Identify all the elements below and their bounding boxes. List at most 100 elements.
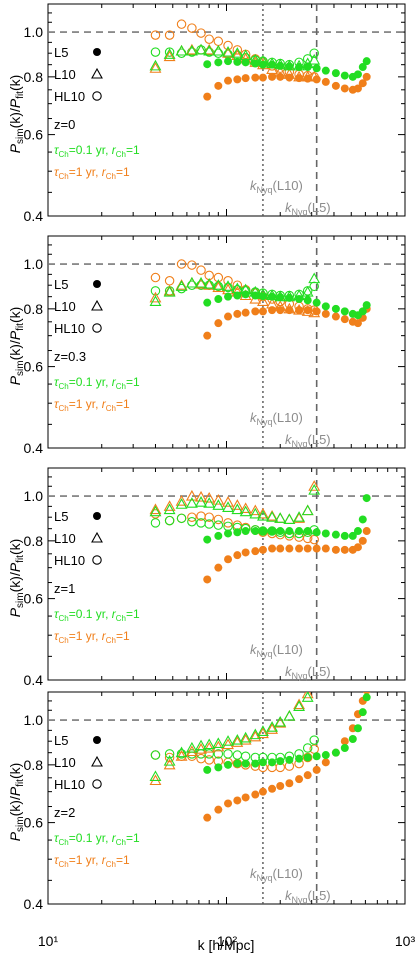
data-point-l10-green	[195, 276, 207, 288]
data-point-l5-green	[233, 759, 242, 768]
data-point-l5-green	[224, 760, 233, 769]
data-point-l5-orange	[331, 312, 340, 321]
data-point-l5-orange	[276, 72, 285, 81]
data-point-l5-orange	[258, 787, 267, 796]
data-point-l10-green	[212, 44, 225, 56]
data-point-l5-green	[233, 57, 242, 66]
data-point-l10-green	[301, 504, 314, 516]
data-point-l5-green	[268, 758, 277, 767]
data-point-l5-orange	[258, 545, 267, 554]
data-point-l5-orange	[251, 790, 260, 799]
data-point-l5-green	[241, 290, 250, 299]
data-point-l5-green	[251, 759, 260, 768]
data-point-l5-green	[241, 759, 250, 768]
data-point-hl10-orange	[196, 753, 206, 764]
data-point-l10-green	[222, 45, 234, 57]
data-point-l10-orange	[301, 692, 314, 699]
data-point-l5-green	[362, 494, 371, 503]
panel-frame	[47, 235, 406, 449]
data-point-hl10-orange	[232, 45, 243, 55]
data-point-l10-orange	[222, 738, 234, 750]
panel-3: 0.4 0.6 0.8 1.0 L5 L10 HL10 z=1 τCh=0.1 yr, rCh=…	[7, 467, 406, 688]
param-label-orange: τCh=1 yr, rCh=1	[54, 629, 130, 645]
data-point-l5-orange	[358, 79, 367, 88]
data-point-l10-green	[212, 737, 225, 749]
data-point-l5-orange	[224, 312, 233, 321]
data-point-l5-green	[362, 57, 371, 66]
data-point-l5-orange	[241, 793, 250, 802]
legend-label: L10	[54, 299, 76, 314]
data-point-l10-green	[203, 497, 216, 508]
data-point-l10-orange	[249, 730, 262, 742]
data-point-l5-orange	[285, 73, 294, 82]
data-point-l10-green	[293, 511, 306, 522]
data-point-hl10-orange	[150, 30, 161, 40]
data-point-l5-orange	[203, 575, 212, 584]
data-point-l5-orange	[224, 555, 233, 564]
data-point-hl10-orange	[164, 276, 175, 286]
data-point-l5-green	[285, 293, 294, 302]
data-point-l5-orange	[268, 306, 277, 315]
data-point-l5-green	[285, 527, 294, 536]
data-point-l10-green	[163, 503, 176, 515]
data-point-l5-orange	[340, 84, 349, 93]
data-point-l10-green	[212, 499, 225, 510]
data-point-l5-orange	[285, 779, 294, 788]
data-point-hl10-orange	[204, 755, 214, 765]
data-point-hl10-orange	[187, 23, 197, 33]
data-point-l5-green	[321, 751, 330, 760]
data-point-l5-orange	[251, 307, 260, 316]
data-point-hl10-green	[223, 282, 233, 293]
y-axis-label: Psim(k)/Pfit(k)	[7, 307, 26, 386]
data-point-l5-green	[353, 70, 362, 79]
data-point-l10-orange	[249, 504, 262, 516]
data-point-hl10-orange	[187, 260, 197, 270]
data-point-l5-orange	[321, 758, 330, 767]
data-point-l5-orange	[321, 309, 330, 318]
data-point-l10-green	[149, 59, 162, 71]
data-point-l5-orange	[203, 813, 212, 822]
data-point-l5-green	[203, 765, 212, 774]
data-point-l10-orange	[257, 295, 269, 307]
panel-4: 0.4 0.6 0.8 1.0 L5 L10 HL10 z=2 τCh=0.1 yr, rCh=…	[7, 691, 406, 912]
data-point-l5-green	[285, 755, 294, 764]
legend-marker	[91, 67, 103, 79]
nyquist-label-l10: kNyq(L10)	[250, 866, 303, 883]
data-point-l10-orange	[231, 736, 244, 747]
data-point-l5-green	[358, 63, 367, 72]
y-tick-label: 0.6	[24, 815, 44, 831]
data-point-l10-orange	[212, 740, 225, 752]
data-point-l10-orange	[149, 291, 162, 303]
data-point-l5-green	[340, 307, 349, 316]
legend-label: L5	[54, 509, 68, 524]
data-point-l5-orange	[233, 796, 242, 805]
data-point-hl10-green	[196, 749, 206, 759]
data-point-l5-orange	[224, 76, 233, 85]
data-point-l5-green	[312, 528, 321, 537]
data-point-l5-orange	[276, 782, 285, 791]
data-point-l10-orange	[195, 490, 207, 502]
data-point-hl10-green	[150, 286, 161, 296]
data-point-l10-green	[308, 272, 321, 284]
data-points	[149, 692, 371, 822]
data-point-l10-green	[231, 733, 244, 745]
data-point-hl10-green	[232, 750, 243, 760]
redshift-label: z=1	[54, 581, 75, 596]
data-point-hl10-green	[164, 47, 175, 57]
data-point-l10-green	[301, 692, 314, 702]
data-point-l10-orange	[163, 50, 176, 62]
data-point-l5-green	[312, 298, 321, 307]
data-point-l10-green	[149, 295, 162, 307]
legend-marker	[91, 531, 103, 543]
param-label-orange: τCh=1 yr, rCh=1	[54, 397, 130, 413]
y-tick-label: 1.0	[24, 712, 44, 728]
data-point-hl10-green	[213, 520, 224, 530]
data-point-hl10-green	[150, 750, 161, 760]
data-point-l5-orange	[241, 548, 250, 557]
data-point-l5-orange	[285, 544, 294, 553]
y-tick-label: 0.8	[24, 533, 44, 549]
y-axis-label: Psim(k)/Pfit(k)	[7, 539, 26, 618]
data-point-l5-orange	[312, 765, 321, 774]
data-point-l5-green	[214, 531, 223, 540]
data-point-l5-green	[251, 291, 260, 300]
